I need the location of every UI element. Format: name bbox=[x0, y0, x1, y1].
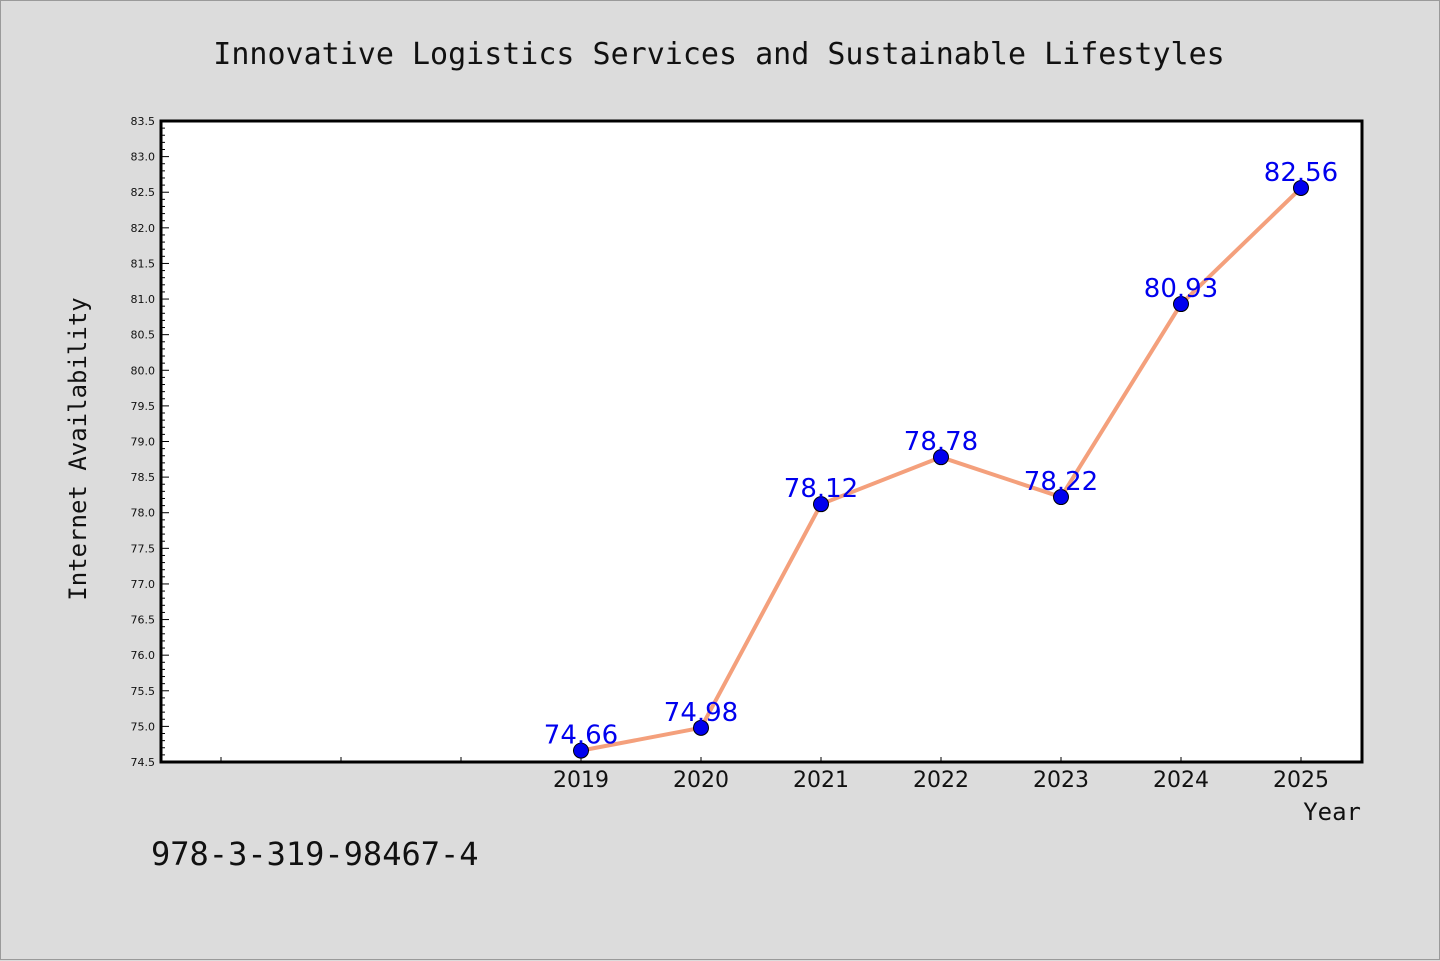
x-tick-label: 2024 bbox=[1153, 768, 1209, 793]
x-tick-label: 2021 bbox=[793, 768, 849, 793]
y-axis: 74.5 75.0 75.5 76.0 76.5 77.0 77.5 78.0 78.5 79.0… bbox=[131, 115, 169, 769]
data-point bbox=[1293, 179, 1309, 196]
x-tick-label: 2019 bbox=[553, 768, 609, 793]
y-tick-label: 79.0 bbox=[131, 436, 156, 449]
y-tick-label: 81.0 bbox=[131, 293, 156, 306]
y-tick-label: 81.5 bbox=[131, 257, 156, 270]
y-tick-label: 75.0 bbox=[131, 720, 156, 733]
footer-code: 978-3-319-98467-4 bbox=[151, 835, 479, 873]
y-tick-label: 76.0 bbox=[131, 649, 156, 662]
y-tick-label: 75.5 bbox=[131, 685, 156, 698]
data-point bbox=[933, 449, 949, 466]
y-tick-label: 74.5 bbox=[131, 756, 156, 769]
y-tick-label: 79.5 bbox=[131, 400, 156, 413]
y-tick-label: 78.0 bbox=[131, 507, 156, 520]
plot-area bbox=[159, 119, 1364, 764]
x-axis-label: Year bbox=[1303, 798, 1361, 826]
x-tick-label: 2025 bbox=[1273, 768, 1329, 793]
data-label: 80.93 bbox=[1144, 274, 1218, 304]
y-tick-label: 83.0 bbox=[131, 151, 156, 164]
y-tick-label: 80.5 bbox=[131, 329, 156, 342]
y-tick-label: 77.5 bbox=[131, 542, 156, 555]
data-point bbox=[1053, 489, 1069, 506]
data-label: 78.12 bbox=[784, 474, 858, 504]
data-label: 74.98 bbox=[664, 698, 738, 728]
y-tick-label: 78.5 bbox=[131, 471, 156, 484]
data-point bbox=[1173, 296, 1189, 313]
y-tick-label: 82.0 bbox=[131, 222, 156, 235]
data-point bbox=[813, 496, 829, 513]
y-tick-label: 77.0 bbox=[131, 578, 156, 591]
data-label: 78.22 bbox=[1024, 467, 1098, 497]
x-axis: 2019 2020 2021 2022 2023 2024 2025 bbox=[220, 757, 1329, 793]
y-tick-label: 80.0 bbox=[131, 364, 156, 377]
data-label: 74.66 bbox=[544, 721, 618, 751]
x-tick-label: 2023 bbox=[1033, 768, 1089, 793]
x-tick-label: 2022 bbox=[913, 768, 969, 793]
data-label: 78.78 bbox=[904, 427, 978, 457]
chart-title: Innovative Logistics Services and Sustai… bbox=[213, 37, 1224, 72]
series-group: 74.66 74.98 78.12 78.78 78.22 80.93 82.56 bbox=[544, 158, 1338, 759]
data-label: 82.56 bbox=[1264, 158, 1338, 188]
y-tick-label: 76.5 bbox=[131, 614, 156, 627]
y-tick-label: 83.5 bbox=[131, 115, 156, 128]
data-point bbox=[693, 719, 709, 736]
y-tick-label: 82.5 bbox=[131, 186, 156, 199]
data-point bbox=[573, 742, 589, 759]
x-tick-label: 2020 bbox=[673, 768, 729, 793]
y-axis-label: Internet Availability bbox=[64, 297, 92, 600]
